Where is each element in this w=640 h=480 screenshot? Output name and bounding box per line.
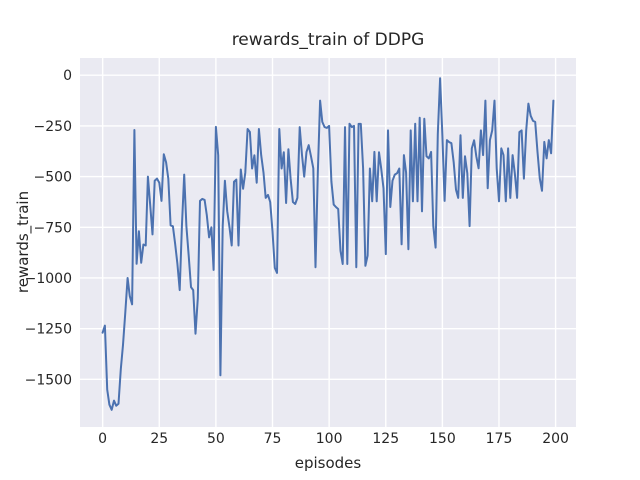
y-tick-label: −1500 [25, 372, 72, 388]
y-tick-label: −1250 [25, 322, 72, 338]
x-tick-label: 175 [486, 431, 513, 447]
x-tick-label: 125 [372, 431, 399, 447]
plot-area [80, 58, 576, 427]
x-tick-label: 75 [264, 431, 282, 447]
x-tick-label: 200 [542, 431, 569, 447]
x-tick-label: 50 [207, 431, 225, 447]
y-tick-label: −500 [34, 170, 72, 186]
y-tick-label: 0 [63, 68, 72, 84]
x-tick-label: 25 [150, 431, 168, 447]
data-line-rewards-train [101, 77, 555, 411]
chart-title: rewards_train of DDPG [232, 30, 425, 50]
y-tick-label: −250 [34, 119, 72, 135]
y-axis-label: rewards_train [14, 191, 33, 293]
x-tick-label: 150 [429, 431, 456, 447]
y-tick-label: −1000 [25, 271, 72, 287]
x-axis-label: episodes [295, 454, 362, 472]
y-tick-label: −750 [34, 220, 72, 236]
x-tick-label: 0 [98, 431, 107, 447]
y-tick-labels: 0 −250 −500 −750 −1000 −1250 −1500 [25, 68, 72, 388]
x-tick-label: 100 [316, 431, 343, 447]
x-tick-labels: 0 25 50 75 100 125 150 175 200 [98, 431, 569, 447]
